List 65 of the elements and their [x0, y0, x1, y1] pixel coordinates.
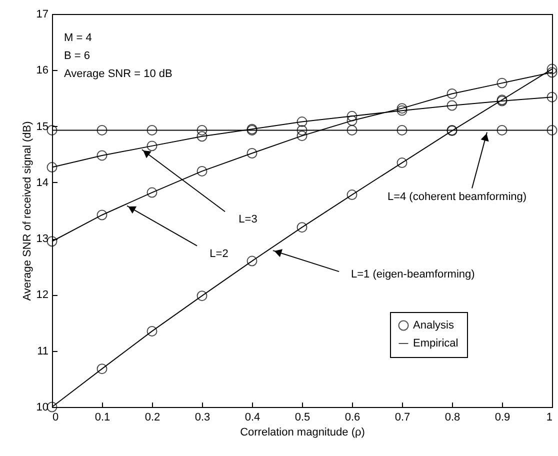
x-tick-label: 0.1 [94, 412, 110, 424]
x-tick-label: 0.2 [144, 412, 160, 424]
point [346, 110, 358, 122]
point [96, 364, 108, 374]
point [546, 92, 558, 102]
legend-label: Empirical [413, 338, 458, 350]
point [396, 124, 408, 136]
x-tick-label: 0 [52, 412, 59, 424]
x-tick-label: 1 [546, 412, 552, 424]
point [346, 190, 358, 200]
legend-label: Analysis [413, 320, 454, 332]
x-axis-title: Correlation magnitude (ρ) [240, 426, 365, 438]
point [296, 124, 308, 136]
x-tick-label: 0.9 [494, 412, 510, 424]
y-tick-label: 12 [36, 289, 48, 302]
point [396, 158, 408, 168]
y-tick-label: 15 [36, 120, 48, 133]
annotation: L=3 [238, 214, 258, 226]
point [546, 67, 558, 78]
point [446, 100, 458, 111]
annotation: L=4 (coherent beamforming) [387, 191, 527, 204]
point [546, 124, 558, 136]
x-tick-label: 0.3 [194, 412, 210, 424]
y-tick-label: 17 [36, 8, 48, 20]
point [146, 187, 158, 198]
point [146, 326, 158, 336]
point [96, 210, 108, 220]
point [496, 78, 508, 88]
y-tick-label: 10 [36, 402, 48, 414]
x-tick-label: 0.5 [294, 412, 310, 424]
point [246, 256, 258, 266]
y-axis-title: Average SNR of received signal (dB) [21, 121, 34, 301]
point [346, 124, 358, 136]
point [296, 130, 308, 142]
point [446, 88, 458, 99]
point [196, 124, 208, 136]
annotation: Average SNR = 10 dB [64, 68, 172, 80]
x-tick-label: 0.7 [394, 412, 410, 424]
point [546, 64, 558, 74]
point [246, 148, 258, 158]
point [96, 124, 108, 136]
x-tick-label: 0.8 [444, 412, 460, 424]
point [346, 115, 358, 126]
annotation: B = 6 [64, 50, 90, 62]
point [46, 124, 58, 136]
point [296, 116, 308, 128]
annotation: M = 4 [64, 32, 92, 44]
point [196, 131, 208, 142]
point [146, 124, 158, 136]
point [196, 290, 208, 302]
point [146, 140, 158, 152]
annotation: L=1 (eigen-beamforming) [351, 268, 475, 281]
x-tick-label: 0.4 [244, 412, 260, 424]
y-tick-label: 11 [37, 345, 48, 358]
point [196, 166, 208, 176]
point [96, 150, 108, 161]
point [46, 162, 58, 173]
x-tick-label: 0.6 [344, 412, 360, 424]
annotation: L=2 [210, 248, 228, 260]
point [46, 236, 58, 247]
point [496, 124, 508, 136]
y-tick-label: 13 [36, 233, 48, 246]
point [296, 222, 308, 233]
y-tick-label: 16 [36, 64, 48, 77]
y-tick-label: 14 [36, 176, 48, 189]
